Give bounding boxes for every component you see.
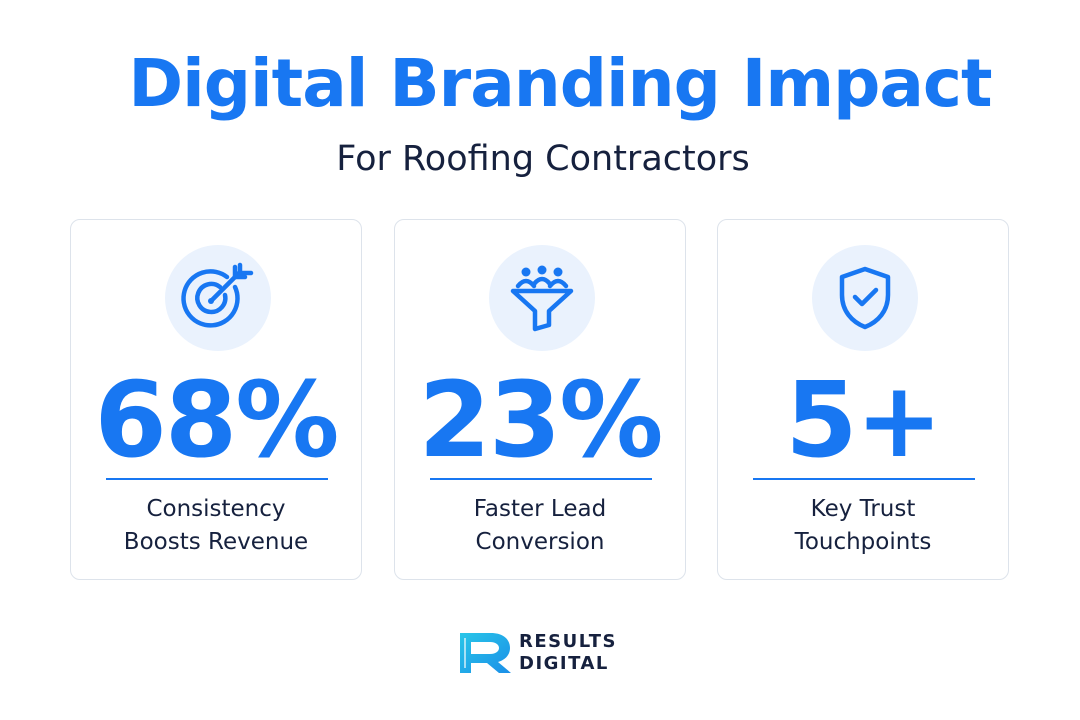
page-subtitle: For Roofing Contractors bbox=[336, 139, 750, 179]
stat-value: 68% bbox=[94, 359, 340, 481]
page-title: Digital Branding Impact bbox=[128, 45, 992, 122]
brand-logo: RESULTS DIGITAL bbox=[457, 630, 627, 676]
stat-card-consistency: 68% Consistency Boosts Revenue bbox=[70, 219, 362, 580]
stat-divider bbox=[106, 478, 328, 480]
stat-card-lead-conversion: 23% Faster Lead Conversion bbox=[394, 219, 686, 580]
brand-name: RESULTS DIGITAL bbox=[519, 631, 617, 675]
funnel-people-icon bbox=[489, 245, 595, 351]
stat-label: Key Trust Touchpoints bbox=[718, 493, 1008, 559]
brand-name-line: DIGITAL bbox=[519, 653, 609, 674]
shield-check-icon bbox=[812, 245, 918, 351]
stat-value: 5+ bbox=[785, 359, 943, 481]
stat-label-line: Consistency bbox=[146, 496, 286, 522]
results-digital-logo-icon bbox=[460, 633, 511, 673]
stat-value: 23% bbox=[418, 359, 664, 481]
stat-label-line: Key Trust bbox=[810, 496, 916, 522]
stat-label: Faster Lead Conversion bbox=[395, 493, 685, 559]
stat-divider bbox=[753, 478, 975, 480]
stat-label-line: Boosts Revenue bbox=[123, 529, 309, 555]
stat-label-line: Faster Lead bbox=[473, 496, 607, 522]
stat-divider bbox=[430, 478, 652, 480]
stat-label: Consistency Boosts Revenue bbox=[71, 493, 361, 559]
brand-name-line: RESULTS bbox=[519, 631, 617, 652]
stat-card-trust-touchpoints: 5+ Key Trust Touchpoints bbox=[717, 219, 1009, 580]
target-icon bbox=[165, 245, 271, 351]
stat-label-line: Touchpoints bbox=[794, 529, 932, 555]
stat-label-line: Conversion bbox=[475, 529, 605, 555]
